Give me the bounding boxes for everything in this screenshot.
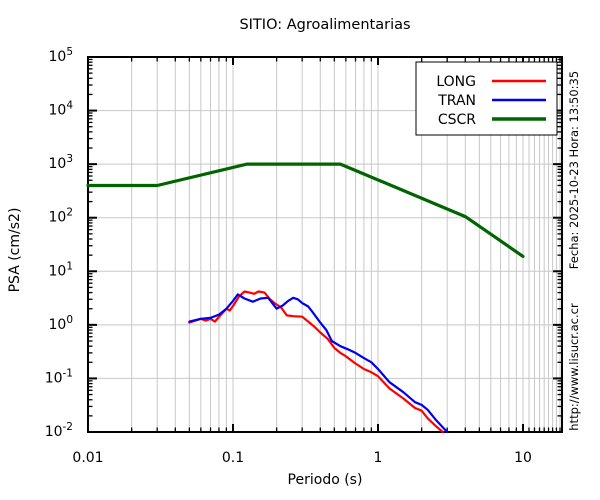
series-cscr (86, 162, 525, 258)
axis-ticks (87, 56, 562, 433)
x-tick-label: 10 (514, 450, 532, 466)
y-tick-label: 101 (48, 260, 73, 279)
x-axis-label: Periodo (s) (288, 472, 363, 488)
legend: LONG TRAN CSCR (415, 61, 558, 136)
chart-title: SITIO: Agroalimentarias (239, 17, 410, 33)
y-tick-label: 104 (48, 100, 73, 119)
plot-border (87, 56, 563, 433)
legend-label-tran: TRAN (437, 93, 476, 109)
legend-box (415, 61, 558, 136)
website-label: http://www.lisucr.ac.cr (567, 303, 581, 431)
data-series (86, 162, 525, 434)
x-tick-label: 1 (374, 450, 383, 466)
axis-frame (87, 56, 563, 433)
timestamp-label: Fecha: 2025-10-23 Hora: 13:50:35 (567, 71, 581, 269)
y-tick-label: 102 (48, 207, 73, 226)
y-tick-label: 103 (48, 153, 73, 172)
y-axis-label: PSA (cm/s2) (7, 208, 23, 293)
grid-lines (88, 57, 562, 432)
series-long (188, 290, 444, 434)
x-tick-label: 0.1 (222, 450, 244, 466)
y-tick-label: 100 (48, 314, 73, 333)
x-tick-label: 0.01 (72, 450, 103, 466)
y-tick-label: 10-2 (45, 421, 73, 440)
legend-label-long: LONG (436, 74, 476, 90)
y-tick-label: 10-1 (45, 367, 73, 386)
tick-labels: 0.01 0.1 1 10 105 104 103 102 101 100 10-1 10-2 (45, 46, 532, 466)
y-tick-label: 105 (48, 46, 73, 65)
legend-label-cscr: CSCR (438, 112, 476, 128)
series-tran (188, 293, 449, 434)
